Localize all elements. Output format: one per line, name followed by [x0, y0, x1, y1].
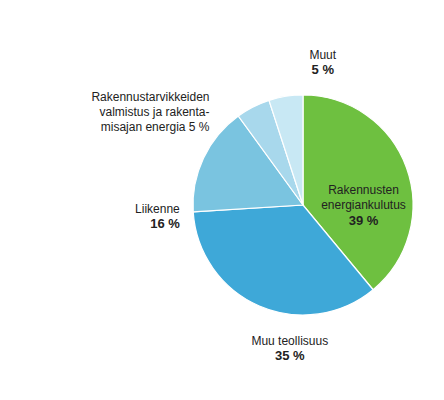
svg-text:Liikenne: Liikenne — [135, 202, 180, 216]
svg-text:misajan energia 5 %: misajan energia 5 % — [101, 120, 210, 134]
svg-text:energiankulutus: energiankulutus — [321, 198, 406, 212]
svg-text:valmistus ja rakenta-: valmistus ja rakenta- — [99, 105, 209, 119]
svg-text:35 %: 35 % — [275, 348, 305, 363]
svg-text:39 %: 39 % — [349, 213, 379, 228]
svg-text:Rakennusten: Rakennusten — [328, 183, 399, 197]
svg-text:Muut: Muut — [309, 48, 336, 62]
svg-text:Rakennustarvikkeiden: Rakennustarvikkeiden — [91, 90, 209, 104]
svg-text:Muu teollisuus: Muu teollisuus — [251, 334, 328, 348]
svg-text:5 %: 5 % — [312, 62, 335, 77]
svg-text:16 %: 16 % — [150, 216, 180, 231]
